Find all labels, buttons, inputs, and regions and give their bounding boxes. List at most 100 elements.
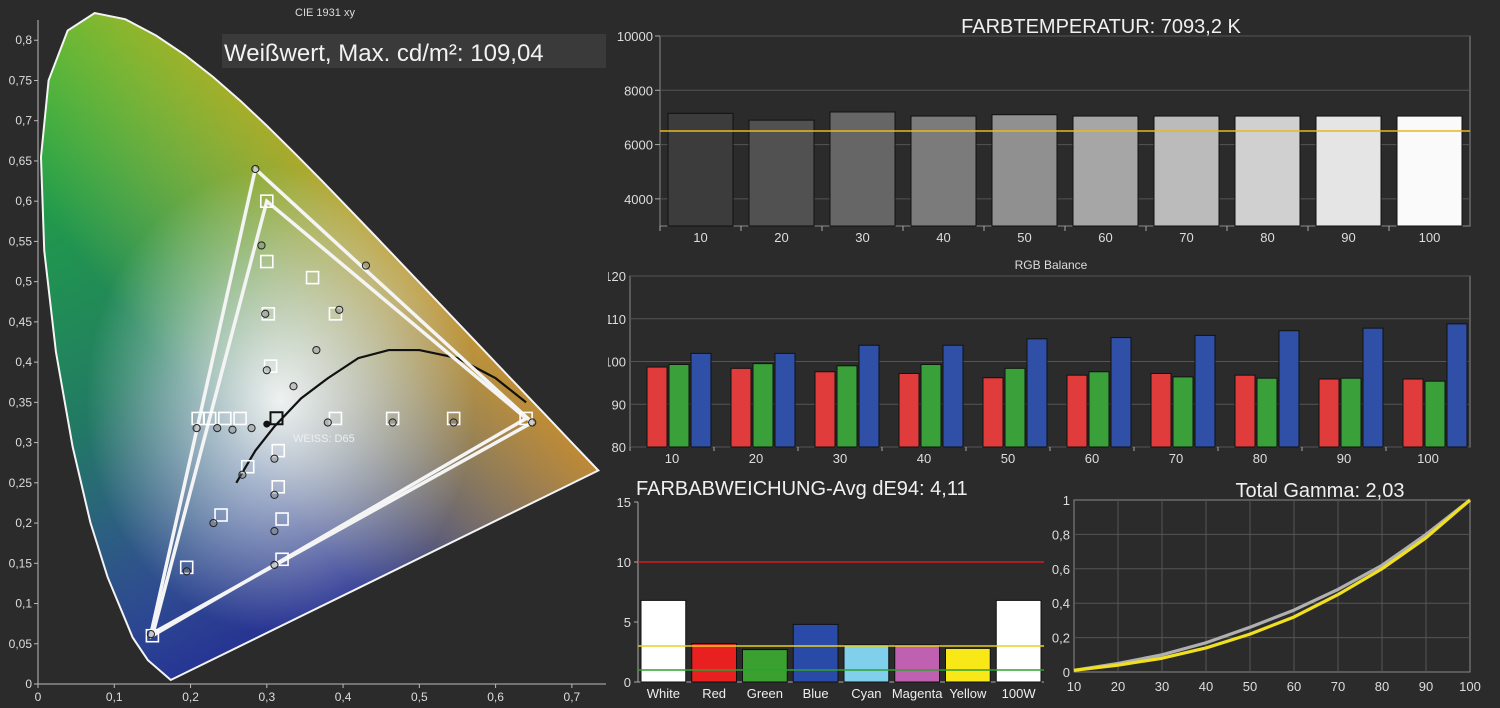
ft-y-tick-label: 4000 [624, 192, 653, 207]
cie-target-square [275, 552, 289, 567]
rgb-bar-green [920, 363, 942, 448]
cie-y-tick-label: 0,2 [15, 516, 32, 530]
rgb-bar-red [898, 372, 920, 448]
ft-x-tick-label: 60 [1098, 230, 1112, 245]
spectral-locus-white-tint [40, 13, 599, 680]
cie-y-tick-label: 0,35 [9, 395, 33, 409]
ft-bar [1396, 115, 1463, 227]
ft-x-tick-label: 50 [1017, 230, 1031, 245]
ft-x-tick-label: 30 [855, 230, 869, 245]
gamma-chart: Total Gamma: 2,03 0 0,2 0,4 0,6 0,8 1 10 20 30 40… [1046, 470, 1500, 708]
rgb-bar-green [1424, 380, 1446, 448]
white-point-target [269, 411, 284, 426]
rgb-y-tick-label: 120 [608, 269, 626, 284]
rgb-bar-red [982, 377, 1004, 448]
cie-target-square [202, 411, 217, 426]
rgb-bar-green [836, 365, 858, 448]
rgb-bar-green [1340, 377, 1362, 448]
cie-target-square [271, 443, 286, 458]
cie-measured-point [146, 630, 155, 639]
fa-y-tick-label: 0 [624, 675, 631, 690]
cie-target-square [240, 459, 255, 474]
cie-x-tick-label: 0 [35, 690, 42, 704]
gamma-x-tick-label: 20 [1111, 679, 1125, 694]
cie-y-tick-label: 0,6 [15, 194, 32, 208]
ft-bar [991, 114, 1058, 227]
cie-y-tick-label: 0,1 [15, 597, 32, 611]
fa-bar [995, 599, 1042, 683]
target-gamut-triangle [149, 198, 530, 640]
ft-bar [1315, 115, 1382, 227]
ft-y-tick-label: 6000 [624, 138, 653, 153]
rgb-bar-red [1234, 374, 1256, 448]
fa-x-tick-label: White [647, 686, 680, 701]
cie-x-tick-label: 0,6 [487, 690, 504, 704]
rgb-x-tick-label: 40 [917, 451, 931, 466]
cie-target-square [263, 359, 278, 373]
cie-measured-point [270, 527, 279, 536]
rgb-x-tick-label: 90 [1337, 451, 1351, 466]
cie-measured-point [289, 382, 298, 391]
fa-y-tick-label: 5 [624, 615, 631, 630]
gamma-x-tick-label: 60 [1287, 679, 1301, 694]
rgb-balance-title: RGB Balance [1015, 258, 1088, 272]
cie-target-square [259, 254, 274, 269]
gamma-y-tick-label: 0,2 [1052, 631, 1070, 646]
cie-measured-point [247, 424, 256, 433]
cie-measured-point [335, 305, 344, 314]
ft-y-tick-label: 8000 [624, 83, 653, 98]
gamma-y-tick-label: 0 [1063, 665, 1070, 680]
ft-y-tick-label: 10000 [617, 29, 653, 44]
rgb-bar-red [1066, 374, 1088, 448]
cie-x-tick-label: 0,7 [564, 690, 581, 704]
cie-measured-point [213, 424, 222, 433]
gamma-title: Total Gamma: 2,03 [1236, 480, 1405, 502]
rgb-x-tick-label: 70 [1169, 451, 1183, 466]
ft-x-tick-label: 90 [1341, 230, 1355, 245]
ft-x-tick-label: 20 [774, 230, 788, 245]
fa-bar [742, 649, 788, 683]
color-temperature-title: FARBTEMPERATUR: 7093,2 K [961, 16, 1241, 38]
rgb-bar-green [1088, 371, 1110, 448]
cie-y-tick-label: 0,5 [15, 275, 32, 289]
gamma-x-tick-label: 30 [1155, 679, 1169, 694]
fa-bar [640, 599, 687, 683]
rgb-bar-blue [858, 344, 880, 448]
rgb-bar-blue [774, 352, 796, 448]
cie-target-square [218, 411, 232, 426]
gamma-y-tick-label: 0,6 [1052, 562, 1070, 577]
cie-measured-point [238, 470, 247, 479]
cie-measured-point [270, 560, 279, 570]
fa-x-tick-label: Green [747, 686, 783, 701]
ft-bar [910, 115, 977, 227]
cie-y-tick-label: 0,65 [9, 154, 33, 168]
cie-measured-point [323, 418, 332, 427]
cie-measured-point [261, 309, 270, 318]
rgb-bar-blue [1278, 330, 1300, 448]
rgb-x-tick-label: 80 [1253, 451, 1267, 466]
ft-x-tick-label: 70 [1179, 230, 1193, 245]
gamma-x-tick-label: 50 [1243, 679, 1257, 694]
white-value-box [222, 34, 606, 68]
rgb-bar-green [668, 363, 690, 448]
fa-y-tick-label: 10 [617, 555, 631, 570]
rgb-x-tick-label: 20 [749, 451, 763, 466]
cie-target-square [328, 307, 343, 321]
fa-x-tick-label: Magenta [892, 686, 943, 701]
cie-target-square [214, 508, 228, 522]
cie-measured-point [257, 241, 266, 250]
fa-x-tick-label: 100W [1002, 686, 1037, 701]
fa-bar [843, 644, 890, 683]
cie-measured-point [270, 454, 279, 463]
color-deviation-chart: FARBABWEICHUNG-Avg dE94: 4,11 0 5 10 15 Whit… [608, 470, 1046, 708]
ft-bar [748, 119, 815, 227]
rgb-bar-red [730, 367, 752, 448]
ft-x-tick-label: 100 [1419, 230, 1441, 245]
cie-measured-point [528, 418, 537, 427]
cie-target-square [305, 270, 320, 285]
gamma-y-tick-label: 0,4 [1052, 596, 1070, 611]
cie-title: CIE 1931 xy [295, 7, 355, 19]
rgb-y-tick-label: 110 [608, 312, 626, 327]
cie-measured-point [228, 425, 237, 434]
